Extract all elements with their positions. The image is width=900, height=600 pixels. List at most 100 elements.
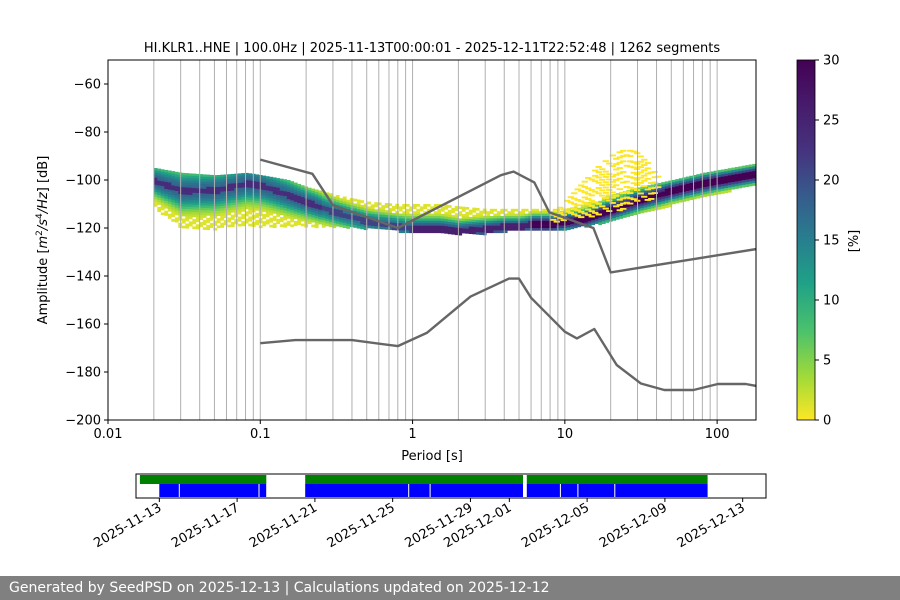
heatmap-cell bbox=[209, 189, 214, 192]
heatmap-cell bbox=[192, 207, 197, 210]
heatmap-cell bbox=[360, 205, 365, 208]
heatmap-cell bbox=[227, 174, 232, 177]
heatmap-cell bbox=[244, 206, 249, 210]
heatmap-cell bbox=[374, 216, 379, 220]
heatmap-cell bbox=[167, 187, 172, 190]
heatmap-cell bbox=[227, 224, 232, 228]
heatmap-cell bbox=[237, 202, 242, 205]
heatmap-cell bbox=[209, 184, 214, 188]
heatmap-cell bbox=[692, 179, 697, 183]
heatmap-cell bbox=[311, 215, 316, 218]
heatmap-cell bbox=[307, 194, 312, 198]
heatmap-cell bbox=[227, 205, 232, 209]
heatmap-cell bbox=[318, 197, 323, 201]
heatmap-cell bbox=[741, 168, 746, 171]
heatmap-cell bbox=[710, 193, 715, 196]
heatmap-cell bbox=[346, 223, 351, 227]
colorbar-tick-label: 25 bbox=[823, 114, 840, 129]
heatmap-cell bbox=[643, 205, 648, 208]
heatmap-cell bbox=[444, 211, 449, 215]
heatmap-cell bbox=[269, 184, 274, 187]
heatmap-cell bbox=[405, 230, 410, 234]
heatmap-cell bbox=[202, 215, 207, 218]
heatmap-cell bbox=[181, 199, 186, 202]
heatmap-cell bbox=[619, 206, 624, 210]
heatmap-cell bbox=[405, 228, 410, 231]
heatmap-cell bbox=[325, 218, 330, 222]
heatmap-cell bbox=[507, 228, 512, 231]
heatmap-cell bbox=[346, 221, 351, 224]
heatmap-cell bbox=[493, 213, 498, 217]
heatmap-cell bbox=[220, 193, 225, 197]
heatmap-cell bbox=[202, 210, 207, 214]
heatmap-cell bbox=[157, 171, 162, 174]
heatmap-cell bbox=[507, 211, 512, 214]
heatmap-cell bbox=[643, 207, 648, 211]
heatmap-cell bbox=[188, 192, 193, 196]
heatmap-cell bbox=[748, 178, 753, 182]
heatmap-cell bbox=[528, 223, 533, 226]
heatmap-cell bbox=[493, 220, 498, 224]
heatmap-cell bbox=[192, 173, 197, 177]
heatmap-cell bbox=[748, 164, 753, 168]
heatmap-cell bbox=[601, 199, 606, 203]
heatmap-cell bbox=[731, 174, 736, 178]
heatmap-cell bbox=[444, 226, 449, 229]
heatmap-cell bbox=[598, 215, 603, 218]
heatmap-cell bbox=[237, 209, 242, 213]
heatmap-cell bbox=[517, 225, 522, 229]
heatmap-cell bbox=[489, 223, 494, 226]
heatmap-cell bbox=[468, 226, 473, 230]
heatmap-cell bbox=[374, 226, 379, 229]
heatmap-cell bbox=[409, 223, 414, 226]
heatmap-cell bbox=[560, 213, 567, 216]
heatmap-cell bbox=[171, 180, 176, 184]
heatmap-cell bbox=[276, 185, 281, 188]
heatmap-cell bbox=[300, 185, 305, 188]
heatmap-cell bbox=[398, 220, 403, 224]
heatmap-cell bbox=[377, 212, 382, 215]
heatmap-cell bbox=[227, 179, 232, 182]
heatmap-cell bbox=[601, 221, 606, 224]
heatmap-cell bbox=[567, 212, 574, 214]
heatmap-cell bbox=[637, 171, 644, 174]
heatmap-cell bbox=[402, 216, 407, 219]
heatmap-cell bbox=[227, 219, 232, 223]
heatmap-cell bbox=[185, 194, 190, 198]
heatmap-cell bbox=[629, 213, 634, 216]
heatmap-cell bbox=[213, 213, 218, 217]
heatmap-cell bbox=[157, 187, 162, 191]
heatmap-cell bbox=[293, 197, 298, 200]
heatmap-cell bbox=[213, 199, 218, 202]
heatmap-cell bbox=[627, 192, 634, 194]
heatmap-cell bbox=[592, 206, 599, 209]
heatmap-cell bbox=[650, 194, 655, 197]
heatmap-cell bbox=[171, 209, 176, 213]
heatmap-cell bbox=[286, 192, 291, 195]
heatmap-cell bbox=[332, 196, 337, 200]
heatmap-cell bbox=[286, 208, 291, 212]
heatmap-cell bbox=[668, 195, 673, 198]
heatmap-cell bbox=[678, 187, 683, 191]
heatmap-cell bbox=[538, 211, 543, 214]
heatmap-cell bbox=[286, 211, 291, 214]
heatmap-cell bbox=[335, 219, 340, 222]
heatmap-cell bbox=[623, 186, 630, 188]
heatmap-cell bbox=[300, 211, 305, 215]
heatmap-cell bbox=[307, 204, 312, 208]
heatmap-cell bbox=[524, 218, 529, 222]
heatmap-cell bbox=[290, 190, 295, 194]
heatmap-cell bbox=[293, 185, 298, 188]
heatmap-cell bbox=[195, 176, 200, 179]
heatmap-cell bbox=[423, 228, 428, 231]
heatmap-cell bbox=[206, 177, 211, 180]
heatmap-cell bbox=[493, 218, 498, 222]
heatmap-cell bbox=[738, 173, 743, 177]
heatmap-cell bbox=[290, 183, 295, 187]
heatmap-cell bbox=[619, 211, 624, 214]
heatmap-cell bbox=[500, 208, 505, 212]
heatmap-cell bbox=[557, 217, 564, 220]
heatmap-cell bbox=[710, 176, 715, 179]
heatmap-cell bbox=[244, 218, 249, 222]
heatmap-cell bbox=[724, 173, 729, 177]
